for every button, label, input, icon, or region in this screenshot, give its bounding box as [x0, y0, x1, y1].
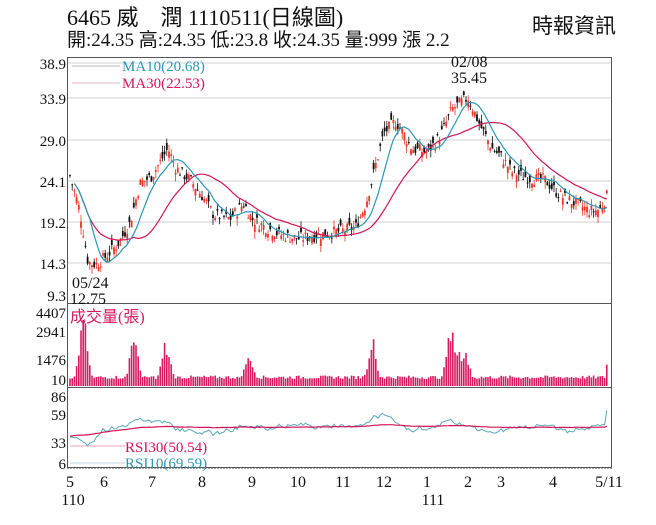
- x-axis-ticks: [67, 467, 612, 469]
- chart-title: 6465 威 潤 1110511(日線圖): [67, 5, 344, 30]
- x-tick: 12: [376, 474, 392, 491]
- x-tick: 6: [100, 474, 108, 491]
- y-tick: 1476: [36, 353, 67, 369]
- rsi-y-axis: 86 59 33 6: [51, 390, 67, 473]
- x-axis: 5 6 7 8 9 10 11 12 1 2 3 4 5/11 110 111: [61, 474, 623, 509]
- volume-y-axis: 4407 2941 1476 10: [36, 306, 67, 389]
- ohlc-stats: 開:24.35 高:24.35 低:23.8 收:24.35 量:999 漲 2…: [67, 30, 450, 51]
- x-tick: 11: [335, 474, 350, 491]
- high-value-annotation: 35.45: [451, 70, 487, 87]
- y-tick: 59: [51, 408, 66, 424]
- y-tick: 4407: [36, 306, 67, 322]
- year-label: 110: [61, 492, 84, 509]
- volume-title: 成交量(張): [70, 308, 145, 326]
- candlesticks: [69, 90, 608, 274]
- y-tick: 14.3: [40, 257, 66, 273]
- y-tick: 19.2: [40, 216, 66, 232]
- ma30-legend: MA30(22.53): [122, 76, 205, 92]
- year-label: 111: [422, 492, 445, 509]
- ma10-line: [73, 101, 608, 263]
- y-tick: 9.3: [47, 289, 66, 305]
- ma30-line: [78, 121, 607, 241]
- y-tick: 6: [59, 457, 67, 473]
- low-value-annotation: 12.75: [70, 291, 106, 308]
- low-date-annotation: 05/24: [72, 275, 108, 292]
- y-tick: 33: [51, 436, 66, 452]
- x-tick: 5/11: [595, 474, 623, 491]
- y-tick: 33.9: [40, 92, 66, 108]
- x-tick: 8: [198, 474, 206, 491]
- y-tick: 86: [51, 390, 67, 406]
- x-tick: 2: [464, 474, 472, 491]
- volume-bars: [69, 319, 608, 386]
- x-tick: 10: [290, 474, 306, 491]
- chart-frame: [67, 57, 612, 468]
- y-tick: 10: [51, 373, 66, 389]
- y-tick: 2941: [36, 325, 66, 341]
- source-label: 時報資訊: [532, 14, 616, 38]
- rsi10-legend: RSI10(69.59): [125, 456, 207, 472]
- high-date-annotation: 02/08: [451, 54, 487, 71]
- rsi30-legend: RSI30(50.54): [125, 440, 207, 456]
- y-tick: 38.9: [40, 57, 66, 73]
- x-tick: 7: [148, 474, 156, 491]
- ma10-legend: MA10(20.68): [122, 59, 205, 75]
- y-tick: 24.1: [40, 175, 66, 191]
- rsi30-line: [69, 424, 608, 437]
- x-tick: 3: [497, 474, 505, 491]
- x-tick: 1: [423, 474, 431, 491]
- y-tick: 29.0: [40, 134, 66, 150]
- price-y-axis: 38.9 33.9 29.0 24.1 19.2 14.3 9.3: [40, 57, 66, 305]
- x-tick: 5: [66, 474, 74, 491]
- x-tick: 4: [549, 474, 557, 491]
- x-tick: 9: [248, 474, 256, 491]
- price-grid: [67, 62, 612, 264]
